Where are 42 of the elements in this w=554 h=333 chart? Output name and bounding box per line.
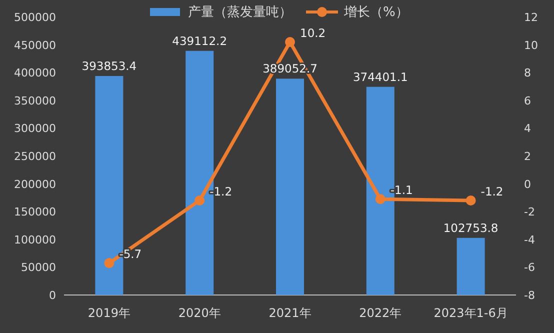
x-tick-label: 2022年	[359, 306, 402, 320]
y2-tick-label: 2	[524, 150, 531, 163]
point	[375, 194, 386, 204]
point	[104, 258, 114, 268]
bar	[276, 78, 304, 295]
point	[285, 37, 295, 48]
point	[466, 195, 476, 206]
data-label: 10.2	[300, 26, 326, 40]
y-tick-label: 300000	[14, 122, 56, 136]
y2-tick-label: -2	[524, 206, 535, 219]
y2-tick-label: 10	[524, 38, 538, 52]
y-tick-label: 50000	[21, 261, 56, 274]
data-label: 439112.2	[172, 34, 228, 48]
y-tick-label: 400000	[14, 66, 56, 80]
y2-tick-label: 6	[524, 94, 531, 108]
y2-tick-label: -4	[524, 233, 535, 246]
y2-tick-label: 0	[524, 178, 531, 191]
y-tick-label: 500000	[14, 11, 56, 24]
y2-tick-label: -8	[524, 289, 535, 302]
y-tick-label: 250000	[14, 150, 56, 163]
y-tick-label: 0	[49, 289, 56, 302]
data-label: 374401.1	[352, 70, 408, 84]
y2-tick-label: 4	[524, 122, 531, 136]
x-tick-label: 2019年	[88, 306, 130, 320]
x-tick-label: 2021年	[268, 306, 312, 320]
y-tick-label: 350000	[14, 94, 56, 108]
legend-label: 产量（蒸发量吨）	[188, 5, 292, 20]
y-tick-label: 150000	[14, 206, 56, 219]
bar	[456, 238, 485, 295]
y2-tick-label: -6	[524, 261, 535, 274]
y-tick-label: 450000	[14, 38, 56, 52]
x-tick-label: 2020年	[178, 306, 221, 320]
data-label: 102753.8	[443, 220, 498, 235]
y2-tick-label: 8	[524, 66, 531, 80]
legend-label: 增长（%）	[343, 5, 408, 20]
y-tick-label: 100000	[14, 233, 56, 246]
y-tick-label: 200000	[14, 178, 56, 191]
data-label: 393853.4	[82, 59, 137, 74]
y2-tick-label: 12	[524, 11, 538, 24]
data-label: -1.2	[480, 184, 504, 198]
point	[194, 195, 205, 206]
x-tick-label: 2023年1-6月	[434, 306, 508, 320]
